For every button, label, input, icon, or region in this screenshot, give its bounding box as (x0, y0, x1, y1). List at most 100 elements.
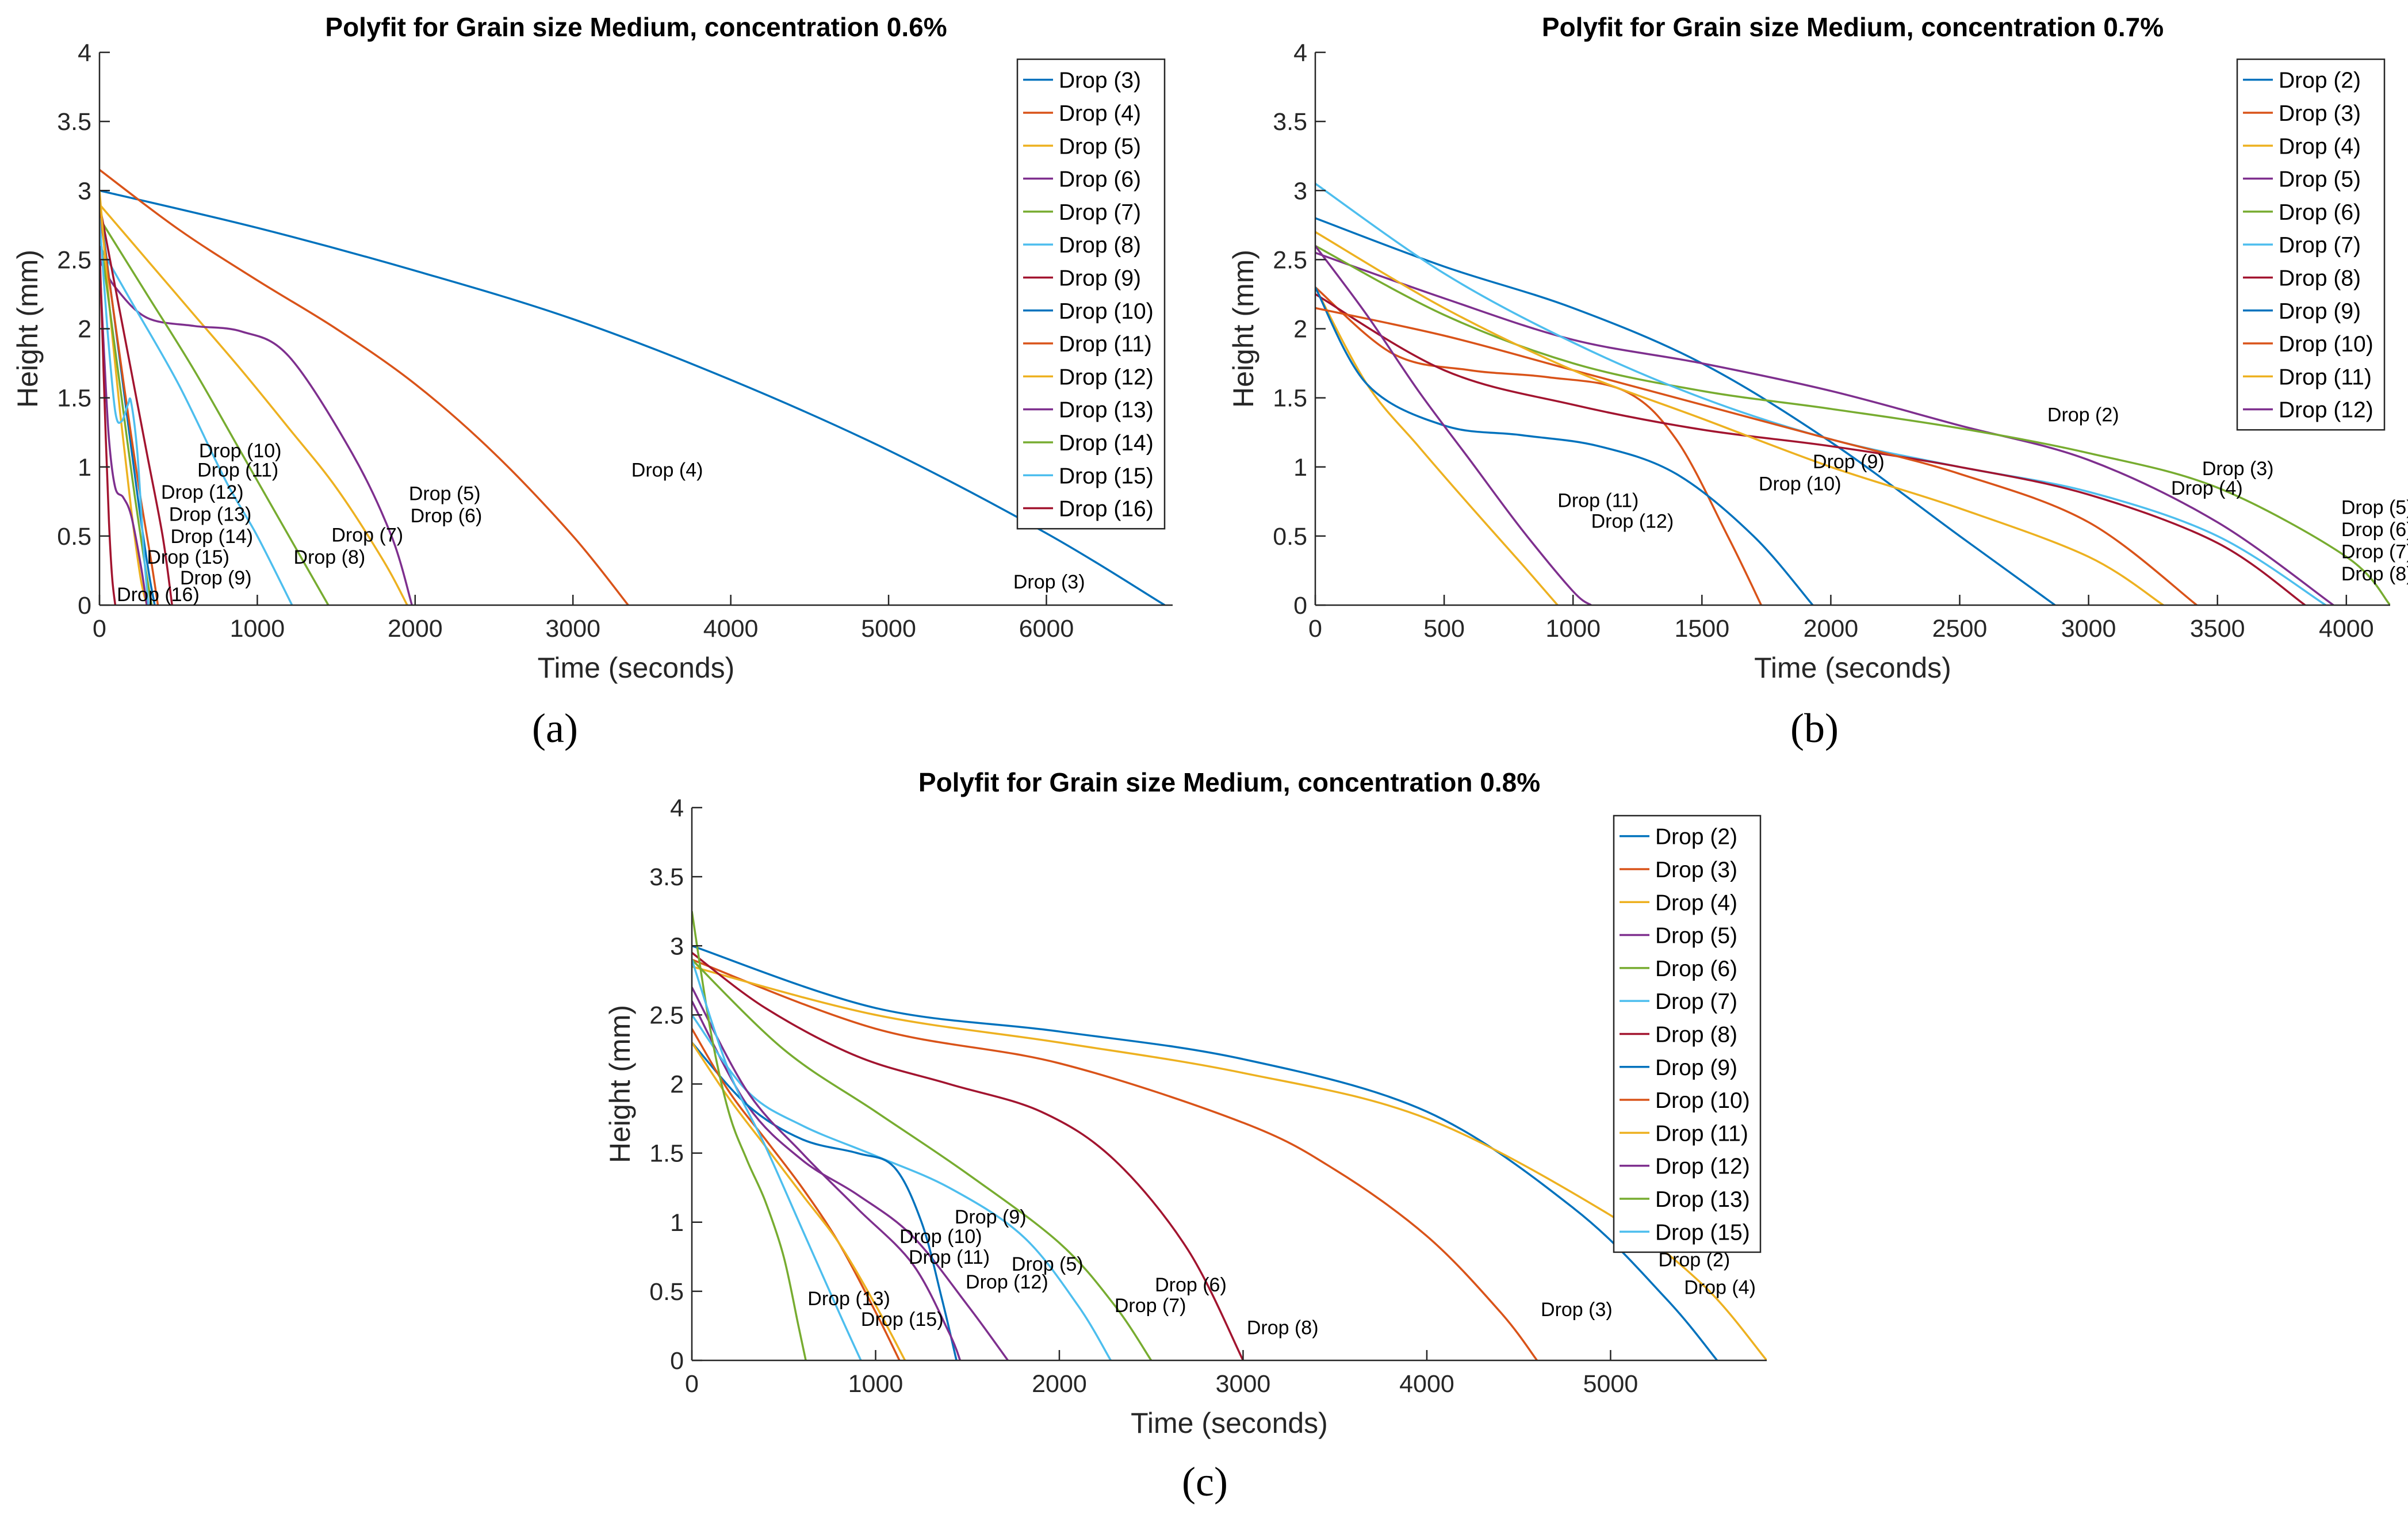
legend-entry: Drop (13) (1655, 1187, 1750, 1212)
data-annotation: Drop (15) (147, 546, 229, 568)
data-annotation: Drop (2) (2047, 404, 2119, 426)
legend-entry: Drop (15) (1655, 1220, 1750, 1245)
chart-1: Polyfit for Grain size Medium, concentra… (12, 12, 1173, 684)
panel-label-b: (b) (1790, 705, 1839, 751)
series-line (99, 169, 629, 605)
x-tick-label: 0 (93, 615, 106, 643)
legend-entry: Drop (10) (2279, 332, 2373, 357)
x-tick-label: 6000 (1019, 615, 1074, 643)
data-annotation: Drop (8) (2341, 563, 2408, 585)
data-annotation: Drop (15) (861, 1309, 944, 1330)
data-annotation: Drop (4) (1684, 1277, 1756, 1299)
legend-entry: Drop (9) (2279, 299, 2361, 324)
series-line (692, 1042, 958, 1360)
y-tick-label: 3 (1293, 177, 1307, 205)
panel-label-a: (a) (532, 705, 578, 751)
data-annotation: Drop (12) (966, 1271, 1048, 1293)
data-annotation: Drop (7) (1115, 1295, 1186, 1317)
series-line (1315, 293, 2306, 605)
x-tick-label: 3000 (1216, 1370, 1271, 1398)
legend: Drop (3) Drop (4) Drop (5) Drop (6) Drop (7)… (1016, 58, 1166, 530)
series-line (99, 217, 330, 605)
data-annotation: Drop (12) (1591, 510, 1674, 532)
legend-entry: Drop (12) (1059, 365, 1154, 389)
series-line (692, 1028, 901, 1360)
x-tick-label: 5000 (1583, 1370, 1638, 1398)
legend-entry: Drop (3) (1655, 858, 1737, 882)
legend-entry: Drop (2) (1655, 825, 1737, 850)
series-line (99, 246, 117, 605)
data-annotation: Drop (5) (409, 483, 481, 504)
chart-title: Polyfit for Grain size Medium, concentra… (918, 767, 1540, 797)
legend: Drop (2) Drop (3) Drop (4) Drop (5) Drop (6)… (1613, 815, 1762, 1253)
legend-entry: Drop (6) (1059, 167, 1141, 192)
x-axis-label: Time (seconds) (538, 652, 735, 684)
series-line (1315, 307, 2198, 605)
y-tick-label: 1.5 (649, 1140, 684, 1168)
data-annotation: Drop (4) (631, 460, 703, 481)
series-line (692, 959, 862, 1360)
legend-entry: Drop (5) (2279, 167, 2361, 192)
series-line (1315, 231, 2164, 605)
data-annotation: Drop (7) (2341, 541, 2408, 563)
data-annotation: Drop (6) (1155, 1274, 1227, 1296)
data-annotation: Drop (9) (1813, 451, 1885, 473)
legend-entry: Drop (4) (1059, 101, 1141, 126)
series-line (692, 986, 962, 1360)
y-tick-label: 3 (78, 177, 91, 205)
legend-entry: Drop (8) (1655, 1022, 1737, 1047)
y-axis-label: Height (mm) (604, 1005, 636, 1163)
legend-entry: Drop (12) (1655, 1154, 1750, 1179)
series-line (692, 965, 1767, 1360)
y-tick-label: 2 (1293, 316, 1307, 343)
y-tick-label: 3.5 (649, 863, 684, 891)
series-line (1315, 251, 2334, 605)
legend-entry: Drop (4) (1655, 890, 1737, 915)
y-tick-label: 1 (1293, 454, 1307, 481)
legend-entry: Drop (3) (2279, 101, 2361, 126)
x-axis-label: Time (seconds) (1754, 652, 1951, 684)
data-annotation: Drop (10) (199, 440, 282, 462)
legend-entry: Drop (11) (1059, 332, 1152, 357)
legend-entry: Drop (7) (1655, 989, 1737, 1014)
data-annotation: Drop (8) (294, 546, 366, 568)
data-annotation: Drop (16) (117, 584, 200, 606)
x-tick-label: 4000 (2319, 615, 2374, 643)
legend-box (1016, 58, 1166, 530)
legend-entry: Drop (11) (2279, 365, 2372, 389)
x-tick-label: 2000 (388, 615, 443, 643)
series-line (99, 211, 159, 605)
y-tick-label: 3.5 (1273, 108, 1307, 136)
y-tick-label: 3.5 (57, 108, 91, 136)
series-line (99, 259, 148, 605)
legend-entry: Drop (16) (1059, 497, 1154, 522)
series-line (1315, 245, 1592, 605)
chart-title: Polyfit for Grain size Medium, concentra… (1542, 12, 2164, 42)
legend-entry: Drop (10) (1655, 1088, 1750, 1113)
y-tick-label: 4 (670, 794, 684, 822)
series-line (692, 958, 1538, 1360)
data-annotation: Drop (13) (807, 1288, 890, 1310)
series-line (692, 945, 1718, 1360)
x-tick-label: 1000 (230, 615, 285, 643)
x-tick-label: 0 (1308, 615, 1322, 643)
series-line (99, 204, 408, 605)
x-tick-label: 3000 (545, 615, 600, 643)
data-annotation: Drop (5) (1012, 1253, 1084, 1275)
x-tick-label: 2000 (1032, 1370, 1087, 1398)
legend-entry: Drop (8) (1059, 233, 1141, 258)
legend-entry: Drop (6) (2279, 200, 2361, 225)
data-annotation: Drop (5) (2341, 496, 2408, 518)
series-line (99, 245, 293, 605)
data-annotation: Drop (14) (170, 526, 253, 548)
y-tick-label: 3 (670, 932, 684, 960)
series-line (1315, 244, 2390, 605)
chart-3: Polyfit for Grain size Medium, concentra… (604, 767, 1767, 1439)
legend-entry: Drop (5) (1655, 924, 1737, 949)
x-tick-label: 5000 (861, 615, 916, 643)
y-axis-label: Height (mm) (1227, 250, 1259, 408)
data-annotation: Drop (11) (1557, 490, 1638, 511)
legend-entry: Drop (11) (1655, 1121, 1748, 1146)
y-tick-label: 2.5 (649, 1001, 684, 1029)
